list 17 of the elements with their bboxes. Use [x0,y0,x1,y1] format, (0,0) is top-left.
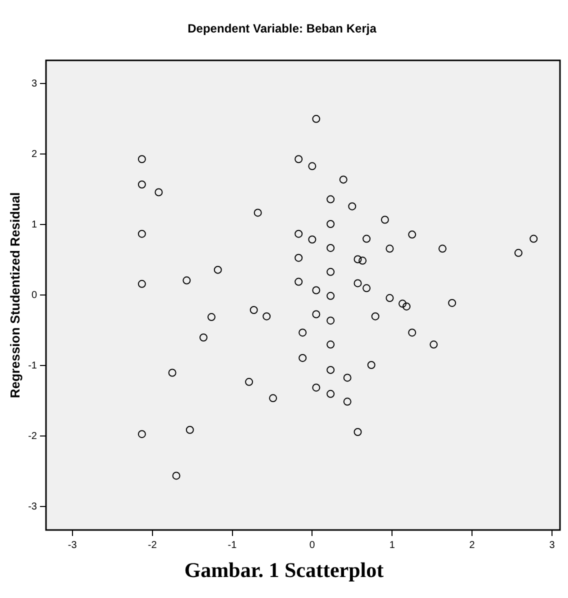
y-tick-label: -1 [28,360,38,372]
y-tick-label: 1 [31,219,38,230]
x-tick-label: -3 [68,540,78,551]
y-tick-label: -2 [28,430,38,442]
x-tick-label: -1 [228,540,238,551]
text: Gambar. 1 Scatterplot [183,558,385,583]
y-axis-title: Regression Studentized Residual [7,192,22,398]
x-tick-label: 1 [389,540,396,551]
x-tick-label: 3 [549,540,556,551]
y-tick-label: 2 [31,148,38,160]
y-tick-label: -3 [28,501,38,512]
chart-title: Dependent Variable: Beban Kerja [188,22,377,36]
x-tick-label: 2 [469,540,476,551]
x-tick-label: -2 [148,540,158,551]
x-tick-label: 0 [309,540,316,551]
y-tick-label: 0 [31,290,38,301]
y-tick-label: 3 [31,78,38,90]
